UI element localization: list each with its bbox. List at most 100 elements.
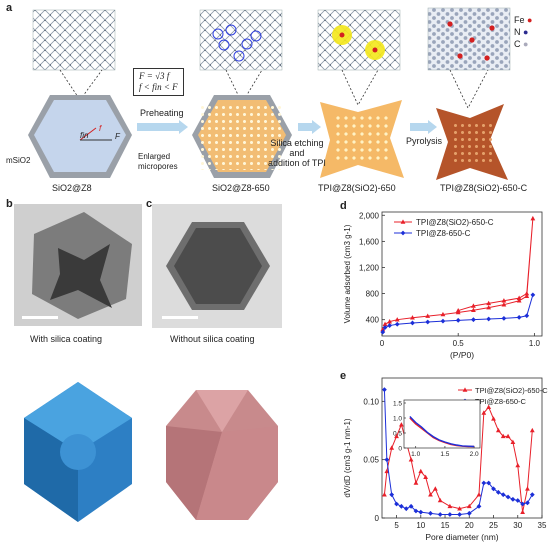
x-tick-label: 10 [416,521,425,530]
y-axis-label: Volume adsorbed (cm3 g-1) [343,224,352,323]
label-enlarged: Enlarged micropores [138,152,178,171]
atom-legend: Fe ● N ● C ● [514,14,532,50]
legend-marker [462,387,468,392]
data-point [516,295,522,300]
step-label-4: TPI@Z8(SiO2)-650-C [440,183,528,193]
step-label-1: SiO2@Z8 [52,183,92,193]
data-point [471,317,476,323]
data-point [432,486,438,491]
data-point [466,503,472,509]
step-label-2: SiO2@Z8-650 [212,183,270,193]
data-point [466,510,472,516]
data-point [394,433,399,439]
inset-x-tick-label: 1.5 [440,451,449,458]
data-point [471,307,476,313]
x-tick-label: 15 [441,521,450,530]
data-point [491,486,496,492]
data-point [440,311,446,317]
arrow-label-preheating: Preheating [140,108,184,118]
y-tick-label: 1,200 [359,263,380,272]
data-point [382,325,388,330]
data-point [515,462,521,468]
data-point [394,501,399,507]
data-point [428,510,433,516]
data-point [476,492,482,497]
data-point [418,509,424,515]
data-point [437,497,443,503]
arrow-etching [298,123,312,131]
legend-n: N ● [514,27,529,37]
inset-series-line [409,416,475,448]
data-point [481,410,487,415]
inset-y-tick-label: 1.0 [393,416,402,423]
data-point [529,492,535,498]
x-tick-label: 0.5 [453,339,465,348]
y-tick-label: 1,600 [359,237,380,246]
data-point [408,457,414,462]
chart-pore-distribution: 0 0.05 0.10 5 10 15 20 25 30 35 Pore diameter (nm)… [343,377,548,542]
legend-label: TPI@Z8-650-C [416,229,471,238]
tem-image-b [14,204,142,326]
data-point [389,445,395,450]
inset-y-tick-label: 0 [398,446,402,453]
data-point [447,512,453,517]
data-point [389,492,395,498]
panel-label-b: b [6,198,13,210]
render-blue-particle [24,382,132,522]
data-point [384,457,390,463]
data-point [524,313,530,319]
data-point [486,404,492,409]
data-point [529,427,535,433]
data-point [501,315,507,321]
data-point [486,305,492,310]
caption-c: Without silica coating [170,334,255,344]
data-point [486,480,492,486]
data-point [525,500,530,506]
data-point [505,494,511,500]
data-point [524,290,530,296]
data-point [481,480,487,486]
data-point [387,323,393,328]
inset-y-tick-label: 1.5 [393,401,402,408]
data-point [384,468,390,474]
panel-label-a: a [6,2,13,14]
x-tick-label: 35 [538,521,547,530]
tem-image-c [152,204,282,328]
particle-sio2-z8 [28,95,132,178]
data-point [486,316,492,322]
y-tick-label: 2,000 [359,211,380,220]
lattice-box-3 [317,9,401,71]
data-point [510,496,516,502]
arrow-preheating [137,123,179,131]
step-label-3: TPI@Z8(SiO2)-650 [318,183,396,193]
plot-frame [381,377,543,519]
panel-label-d: d [340,200,347,212]
data-point [382,387,387,393]
formula-box: F = √3 f f < fin < F [133,68,184,96]
data-point [408,503,414,509]
data-point [410,320,415,326]
data-point [382,321,388,327]
data-point [394,317,400,322]
data-point [525,486,530,491]
data-point [425,313,431,318]
data-point [437,512,443,517]
plot-frame [381,211,543,337]
graphene-box [427,7,511,71]
data-point [457,506,462,511]
pore-dots-4 [452,122,494,164]
x-tick-label: 30 [513,521,522,530]
y-tick-label: 0.10 [363,397,379,406]
data-point [380,329,386,335]
data-point [428,492,433,497]
lattice-box-1 [32,9,116,71]
chart-isotherm: 400 800 1,200 1,600 2,000 0 0.5 1.0 (P/P0) Volume… [343,211,543,360]
inset-x-tick-label: 2.0 [470,451,479,458]
inset-y-tick-label: 0.5 [393,431,402,438]
data-point [398,503,404,509]
data-point [524,293,530,298]
y-axis-label: dV/dD (cm3 g-1 nm-1) [343,418,352,497]
legend-label: TPI@Z8(SiO2)-650-C [475,386,548,395]
panel-label-e: e [340,370,347,382]
label-msio2: mSiO2 [6,156,31,165]
